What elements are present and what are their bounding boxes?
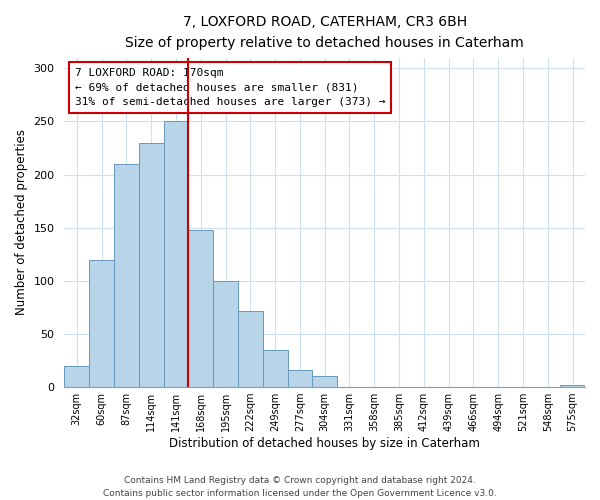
Text: 7 LOXFORD ROAD: 170sqm
← 69% of detached houses are smaller (831)
31% of semi-de: 7 LOXFORD ROAD: 170sqm ← 69% of detached…: [75, 68, 385, 107]
Title: 7, LOXFORD ROAD, CATERHAM, CR3 6BH
Size of property relative to detached houses : 7, LOXFORD ROAD, CATERHAM, CR3 6BH Size …: [125, 15, 524, 50]
Bar: [164, 122, 188, 387]
Y-axis label: Number of detached properties: Number of detached properties: [15, 130, 28, 316]
Bar: [213, 281, 238, 387]
Bar: [89, 260, 114, 387]
Bar: [114, 164, 139, 387]
Text: Contains HM Land Registry data © Crown copyright and database right 2024.
Contai: Contains HM Land Registry data © Crown c…: [103, 476, 497, 498]
Bar: [313, 376, 337, 387]
Bar: [560, 385, 585, 387]
Bar: [287, 370, 313, 387]
X-axis label: Distribution of detached houses by size in Caterham: Distribution of detached houses by size …: [169, 437, 480, 450]
Bar: [64, 366, 89, 387]
Bar: [238, 310, 263, 387]
Bar: [263, 350, 287, 387]
Bar: [188, 230, 213, 387]
Bar: [139, 142, 164, 387]
